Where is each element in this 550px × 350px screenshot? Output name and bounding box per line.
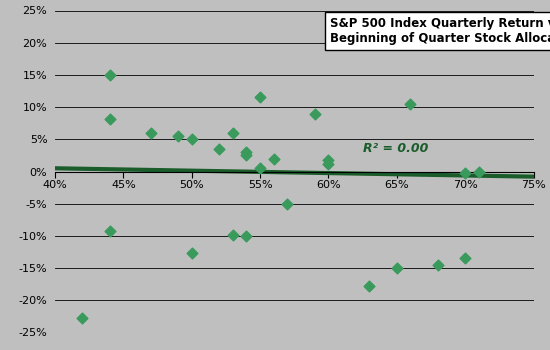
Point [433, 262, 442, 268]
Point [365, 284, 374, 289]
Point [78, 316, 87, 321]
Point [242, 149, 251, 155]
Point [324, 161, 333, 167]
Point [105, 116, 114, 121]
Point [324, 157, 333, 163]
Point [214, 146, 223, 152]
Point [242, 233, 251, 239]
Point [105, 229, 114, 234]
Text: R² = 0.00: R² = 0.00 [362, 142, 428, 155]
Point [461, 256, 470, 261]
Point [188, 251, 196, 256]
Point [475, 169, 483, 174]
Point [283, 201, 292, 206]
Point [256, 94, 265, 100]
Point [228, 232, 237, 237]
Point [392, 265, 401, 271]
Point [188, 136, 196, 142]
Point [242, 153, 251, 158]
Point [105, 72, 114, 78]
Point [256, 166, 265, 171]
Point [461, 170, 470, 176]
Point [174, 133, 183, 139]
Point [228, 130, 237, 136]
Point [270, 156, 278, 161]
Point [406, 101, 415, 107]
Point [146, 130, 155, 136]
Text: S&P 500 Index Quarterly Return vs.
Beginning of Quarter Stock Allocation: S&P 500 Index Quarterly Return vs. Begin… [330, 17, 550, 45]
Point [310, 111, 319, 117]
